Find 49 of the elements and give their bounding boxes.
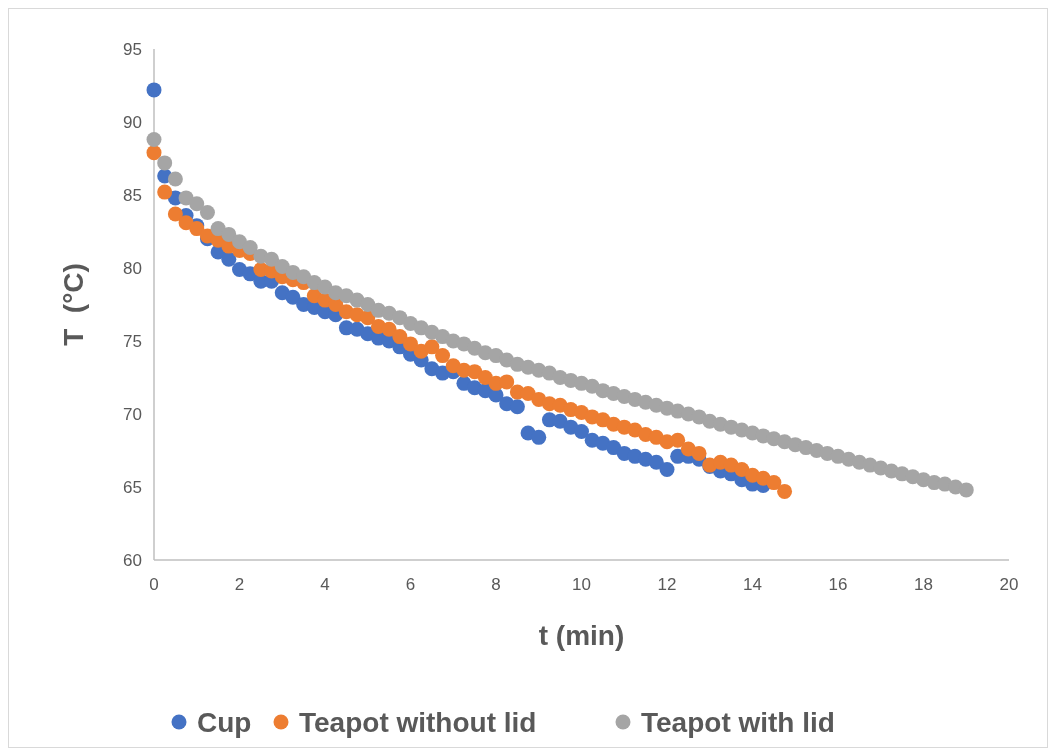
x-tick-label: 14 bbox=[743, 575, 762, 594]
x-tick-label: 10 bbox=[572, 575, 591, 594]
x-tick-label: 6 bbox=[405, 575, 416, 594]
x-tick-label: 12 bbox=[657, 575, 677, 594]
x-tick-label: 4 bbox=[320, 575, 330, 594]
x-tick-label: 0 bbox=[149, 575, 159, 594]
y-tick-label: 75 bbox=[123, 331, 142, 351]
point bbox=[477, 370, 493, 385]
point bbox=[392, 329, 408, 345]
point bbox=[670, 432, 686, 448]
x-axis-title: t (min) bbox=[538, 620, 625, 651]
point bbox=[648, 454, 664, 470]
point bbox=[777, 483, 793, 499]
point bbox=[146, 145, 162, 161]
point bbox=[509, 399, 525, 415]
y-tick-label: 95 bbox=[123, 39, 142, 59]
y-tick-label: 60 bbox=[123, 550, 142, 570]
point bbox=[531, 429, 547, 445]
y-tick-label: 70 bbox=[123, 404, 142, 424]
legend-label: Teapot without lid bbox=[299, 706, 537, 738]
y-tick-label: 65 bbox=[123, 477, 142, 497]
point bbox=[381, 321, 397, 337]
point bbox=[734, 461, 750, 477]
point bbox=[499, 374, 515, 390]
point bbox=[167, 206, 183, 222]
point bbox=[467, 364, 483, 380]
legend-label: Cup bbox=[197, 706, 252, 738]
y-tick-label: 80 bbox=[123, 258, 142, 278]
point bbox=[574, 424, 589, 440]
x-tick-label: 18 bbox=[914, 575, 933, 594]
y-axis-title: T (°C) bbox=[58, 263, 89, 346]
point bbox=[691, 445, 707, 461]
point bbox=[221, 251, 237, 267]
point bbox=[157, 184, 173, 200]
point bbox=[403, 336, 418, 352]
x-tick-label: 16 bbox=[828, 575, 848, 594]
y-tick-label: 85 bbox=[123, 185, 142, 205]
point bbox=[435, 348, 451, 364]
point bbox=[606, 440, 622, 456]
point bbox=[659, 461, 675, 477]
point bbox=[424, 339, 440, 355]
x-tick-label: 8 bbox=[491, 575, 501, 594]
point bbox=[766, 475, 782, 491]
x-tick-label: 2 bbox=[234, 575, 245, 594]
x-tick-label: 20 bbox=[999, 575, 1019, 594]
point bbox=[285, 289, 301, 305]
y-tick-label: 90 bbox=[123, 112, 142, 132]
point bbox=[146, 82, 162, 98]
legend-label: Teapot with lid bbox=[641, 706, 835, 738]
